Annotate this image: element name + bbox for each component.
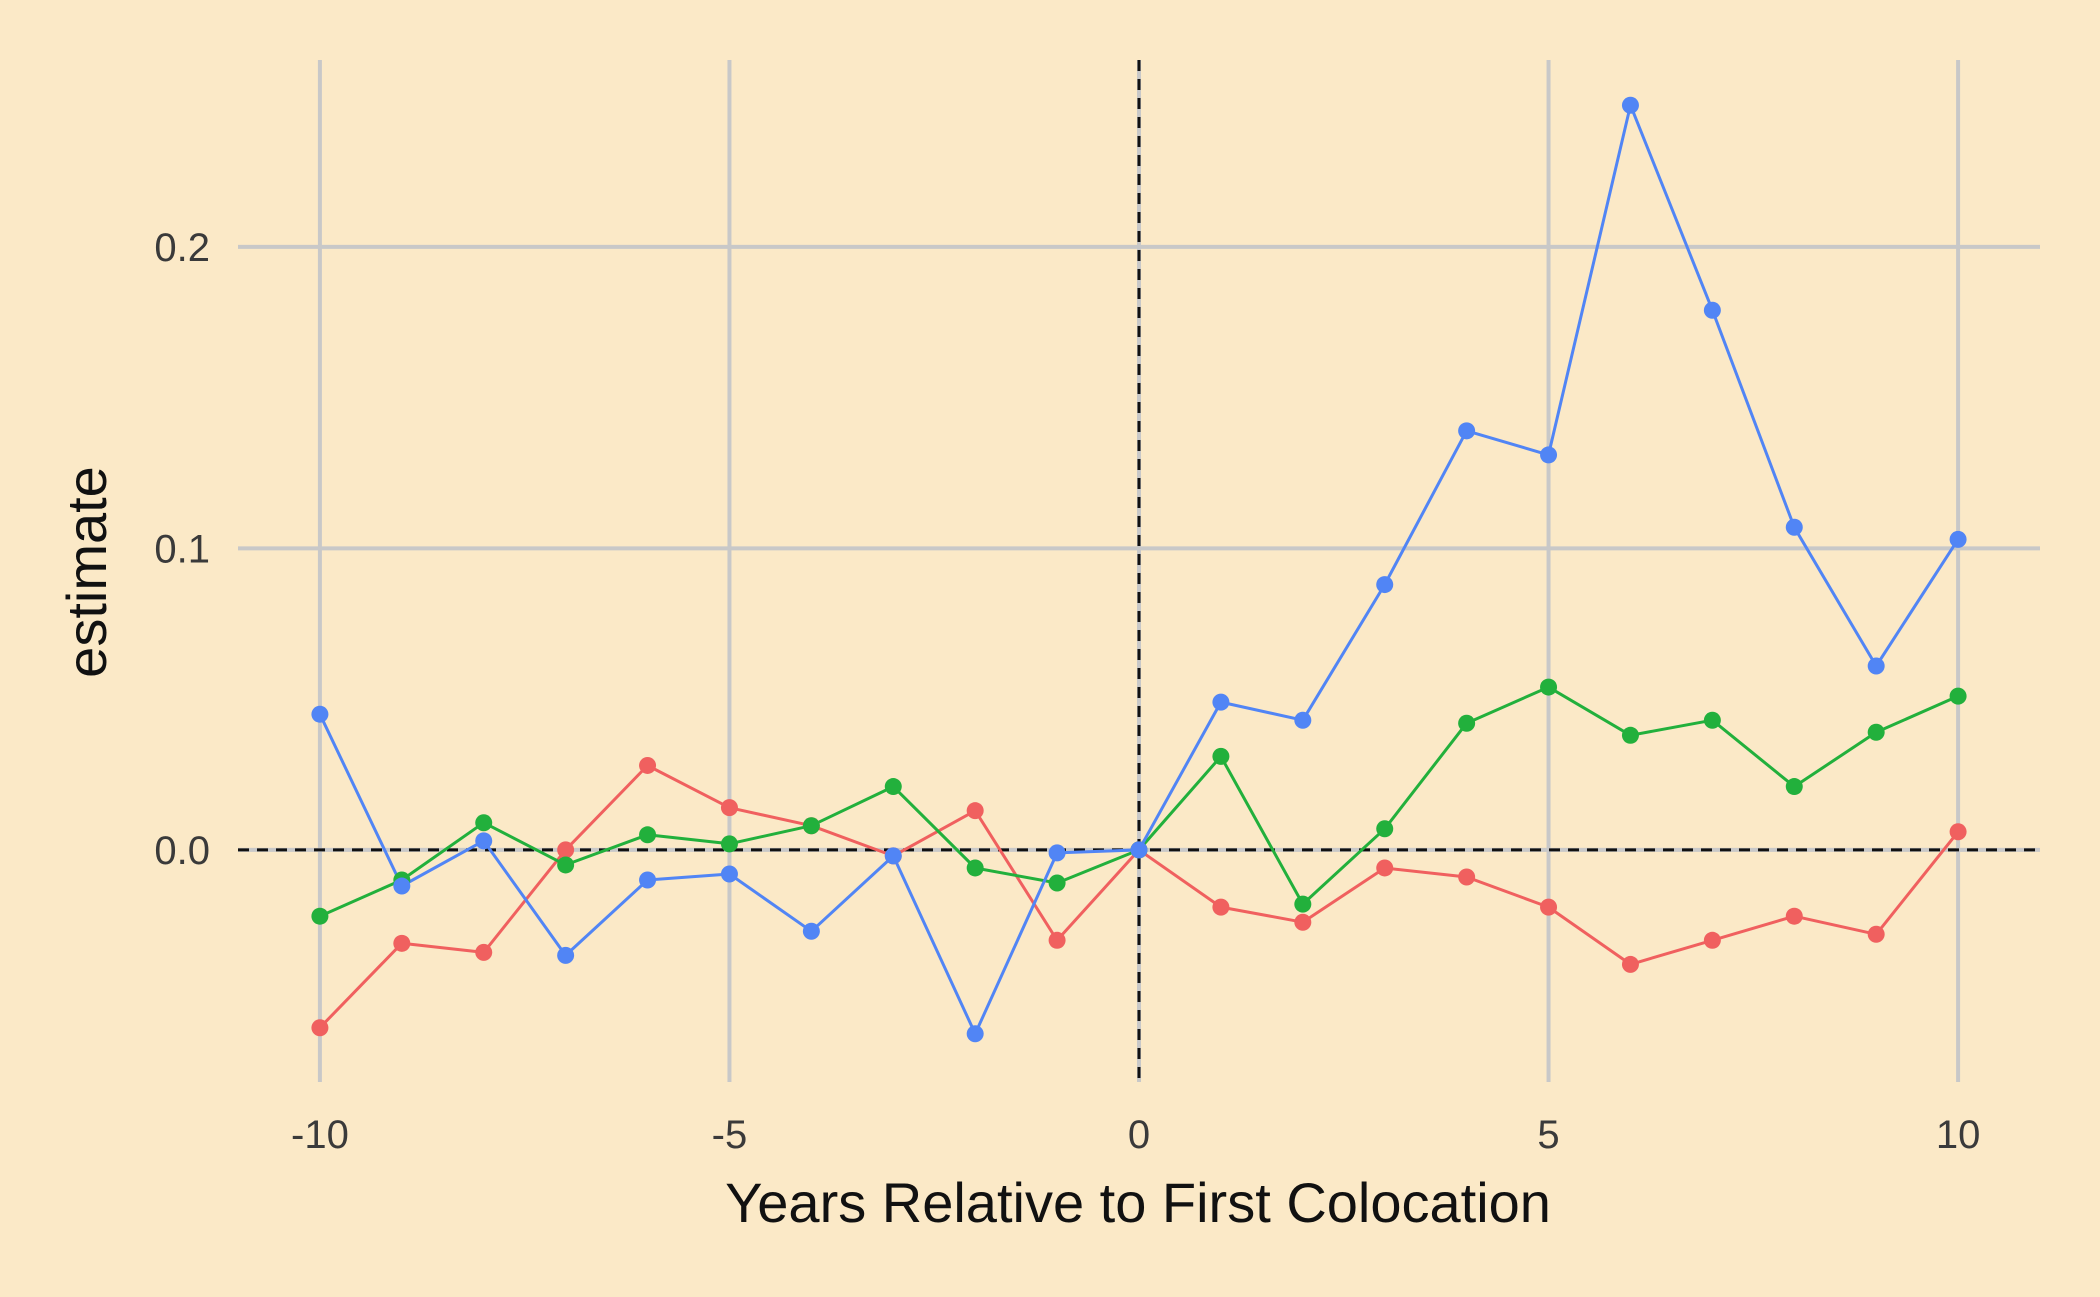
- series-1-point: [557, 841, 575, 859]
- series-2-point: [639, 826, 657, 844]
- series-1-point: [1294, 913, 1312, 931]
- series-1-point: [1703, 931, 1721, 949]
- x-tick-label: 5: [1537, 1113, 1559, 1157]
- series-1-point: [1949, 823, 1967, 841]
- series-3-point: [1949, 530, 1967, 548]
- series-3-point: [1130, 841, 1148, 859]
- series-2-point: [1703, 711, 1721, 729]
- series-2-point: [557, 856, 575, 874]
- tick-labels: -10 -5 0 5 10 0.0 0.1 0.2: [154, 226, 1980, 1157]
- series-3-point: [966, 1025, 984, 1043]
- series-2-point: [720, 835, 738, 853]
- series-3-point: [1785, 518, 1803, 536]
- series-3-point: [1867, 657, 1885, 675]
- y-axis-title: estimate: [55, 466, 118, 678]
- series-3-point: [884, 847, 902, 865]
- series-2-point: [1294, 895, 1312, 913]
- series-2-point: [475, 814, 493, 832]
- x-tick-label: 10: [1936, 1113, 1981, 1157]
- y-tick-label: 0.1: [154, 527, 210, 571]
- series-1-point: [475, 943, 493, 961]
- series-2-point: [1048, 874, 1066, 892]
- y-tick-label: 0.0: [154, 829, 210, 873]
- y-tick-label: 0.2: [154, 226, 210, 270]
- series-3-point: [1703, 301, 1721, 319]
- series-3-point: [475, 832, 493, 850]
- x-tick-label: -5: [712, 1113, 748, 1157]
- series-2-point: [884, 778, 902, 796]
- series-1-point: [720, 799, 738, 817]
- series-1-point: [1867, 925, 1885, 943]
- series-2-point: [1949, 687, 1967, 705]
- series-3-point: [393, 877, 411, 895]
- series-2-point: [1540, 678, 1558, 696]
- series-2-point: [1621, 726, 1639, 744]
- series-3-point: [639, 871, 657, 889]
- x-axis-title: Years Relative to First Colocation: [725, 1171, 1551, 1234]
- series-1-point: [1540, 898, 1558, 916]
- series-1-point: [1212, 898, 1230, 916]
- series-1-point: [1458, 868, 1476, 886]
- series-3-point: [1458, 422, 1476, 440]
- series-3-point: [557, 946, 575, 964]
- series-1-point: [311, 1019, 329, 1037]
- series-2-point: [1785, 778, 1803, 796]
- series-3-point: [1294, 711, 1312, 729]
- series-1-point: [639, 756, 657, 774]
- x-tick-label: 0: [1128, 1113, 1150, 1157]
- series-3-point: [1212, 693, 1230, 711]
- series-1-point: [393, 934, 411, 952]
- series-2-point: [1458, 714, 1476, 732]
- series-3-point: [802, 922, 820, 940]
- series-1-point: [1621, 955, 1639, 973]
- series-1-point: [1048, 931, 1066, 949]
- series-1-point: [1376, 859, 1394, 877]
- series-2-point: [802, 817, 820, 835]
- series-3-point: [1376, 576, 1394, 594]
- series-2-point: [1212, 747, 1230, 765]
- series-3-point: [720, 865, 738, 883]
- series-3-point: [311, 705, 329, 723]
- series-2-point: [1376, 820, 1394, 838]
- series-3-point: [1048, 844, 1066, 862]
- series-2-point: [1867, 723, 1885, 741]
- series-3-point: [1621, 96, 1639, 114]
- series-1-point: [966, 802, 984, 820]
- series-points: [311, 96, 1967, 1043]
- x-tick-label: -10: [291, 1113, 349, 1157]
- series-1-point: [1785, 907, 1803, 925]
- series-2-point: [311, 907, 329, 925]
- series-3-point: [1540, 446, 1558, 464]
- series-2-point: [966, 859, 984, 877]
